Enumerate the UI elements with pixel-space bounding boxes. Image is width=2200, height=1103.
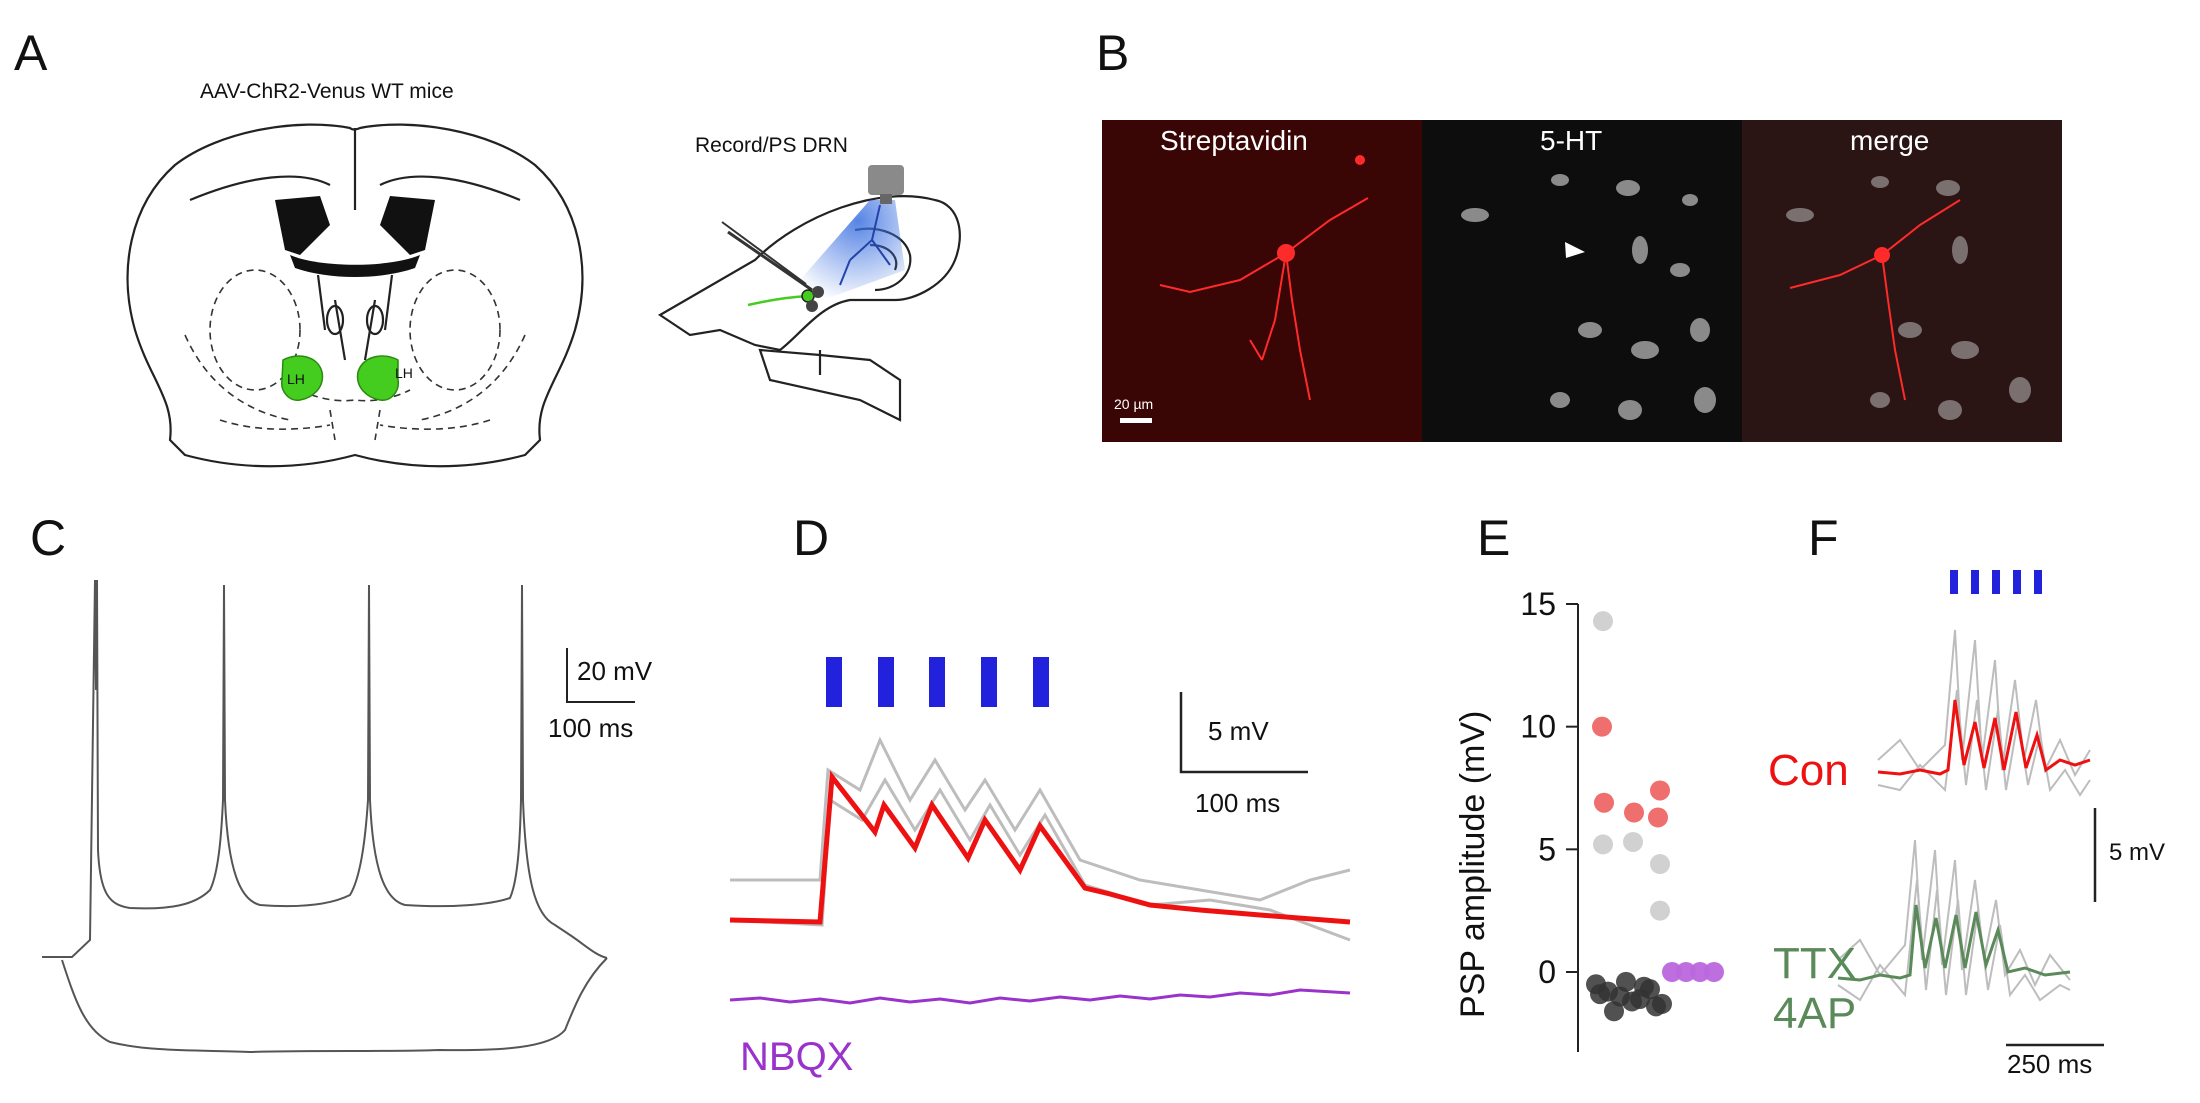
e-tick-label: 15 — [1520, 586, 1556, 622]
merge-gray-cells — [1786, 176, 2031, 420]
serotonin-image — [1422, 120, 1742, 442]
coronal-section-drawing: LH LH — [126, 123, 584, 468]
panel-b-letter: B — [1096, 25, 1129, 81]
ttx-label: TTX — [1773, 939, 1856, 988]
trace-f-con-average — [1877, 699, 2091, 776]
e-data-point — [1592, 716, 1612, 737]
e-data-point — [1690, 962, 1710, 982]
e-points — [1586, 611, 1724, 1022]
scale-f-voltage: 5 mV — [2109, 839, 2165, 866]
scalebar-c — [566, 648, 635, 703]
trace-d-average — [729, 770, 1351, 925]
e-tick-label: 5 — [1538, 831, 1556, 867]
streptavidin-image — [1102, 120, 1422, 442]
trace-f-con-gray-1 — [1877, 629, 2091, 778]
4ap-label: 4AP — [1773, 989, 1856, 1038]
nbqx-label: NBQX — [740, 1035, 853, 1079]
scale-f-time: 250 ms — [2007, 1049, 2092, 1079]
stim-bars-d — [826, 657, 1049, 707]
e-data-point — [1594, 792, 1614, 813]
trace-d-gray-2 — [729, 777, 1351, 942]
e-ticks: 0 5 10 15 — [1520, 586, 1578, 990]
trace-d-gray-1 — [730, 736, 1351, 902]
e-data-point — [1623, 831, 1643, 852]
scalebar-b — [1120, 418, 1152, 423]
panel-f-letter: F — [1808, 510, 1839, 566]
panel-a-title: AAV-ChR2-Venus WT mice — [200, 80, 454, 103]
e-y-axis-label: PSP amplitude (mV) — [1454, 711, 1492, 1018]
trace-c-spiking — [42, 579, 608, 959]
scalebar-label-b: 20 µm — [1114, 396, 1153, 412]
channel-label-merge: merge — [1850, 125, 1929, 156]
e-data-point — [1590, 984, 1610, 1005]
e-data-point — [1604, 1001, 1624, 1022]
channel-label-5ht: 5-HT — [1540, 125, 1602, 156]
sagittal-slice-drawing: Record/PS DRN — [657, 134, 961, 422]
e-data-point — [1640, 979, 1660, 1000]
record-label: Record/PS DRN — [695, 134, 848, 157]
lh-label-left: LH — [287, 371, 305, 387]
scalebar-d — [1179, 692, 1308, 774]
trace-f-ttx-gray-1 — [1837, 839, 2071, 988]
panel-e: E 0 5 10 15 PSP amplitude (mV) — [1454, 510, 1724, 1052]
panel-d: D 5 mV 100 ms NBQX — [729, 510, 1351, 1079]
e-tick-label: 0 — [1538, 954, 1556, 990]
e-data-point — [1652, 993, 1672, 1014]
e-tick-label: 10 — [1520, 709, 1556, 745]
e-data-point — [1650, 854, 1670, 875]
e-data-point — [1593, 834, 1613, 855]
serotonin-cells — [1461, 174, 1716, 420]
scale-c-voltage: 20 mV — [577, 656, 653, 686]
con-label: Con — [1768, 746, 1849, 795]
e-data-point — [1624, 802, 1644, 823]
e-data-point — [1662, 962, 1682, 982]
e-data-point — [1676, 962, 1696, 982]
stim-bars-f — [1950, 570, 2042, 594]
trace-c-hyperpolarized — [61, 957, 608, 1054]
e-data-point — [1616, 971, 1636, 992]
panel-c-letter: C — [30, 510, 66, 566]
e-data-point — [1704, 962, 1724, 982]
trace-f-ttx-average — [1837, 904, 2071, 982]
e-data-point — [1593, 611, 1613, 632]
scale-c-time: 100 ms — [548, 713, 633, 743]
arrowhead-marker — [1565, 242, 1585, 258]
scale-d-time: 100 ms — [1195, 788, 1280, 818]
scale-d-voltage: 5 mV — [1208, 716, 1269, 746]
lh-label-right: LH — [395, 365, 413, 381]
panel-b: B — [1096, 25, 2062, 442]
panel-a: A AAV-ChR2-Venus WT mice LH LH R — [14, 25, 961, 468]
panel-e-letter: E — [1477, 510, 1510, 566]
panel-a-letter: A — [14, 25, 48, 81]
trace-f-ttx-gray-2 — [1837, 879, 2071, 1002]
e-data-point — [1648, 807, 1668, 828]
merge-neuron-red — [1789, 199, 1961, 401]
trace-f-con-gray-2 — [1877, 689, 2091, 797]
filled-neuron-red — [1159, 155, 1369, 401]
channel-label-streptavidin: Streptavidin — [1160, 125, 1308, 156]
panel-f: F 5 mV 250 ms Con TTX 4AP — [1768, 510, 2165, 1079]
e-data-point — [1650, 900, 1670, 921]
panel-d-letter: D — [793, 510, 829, 566]
panel-c: C 20 mV 100 ms — [30, 510, 653, 1054]
e-data-point — [1650, 780, 1670, 801]
trace-d-nbqx — [729, 988, 1351, 1005]
